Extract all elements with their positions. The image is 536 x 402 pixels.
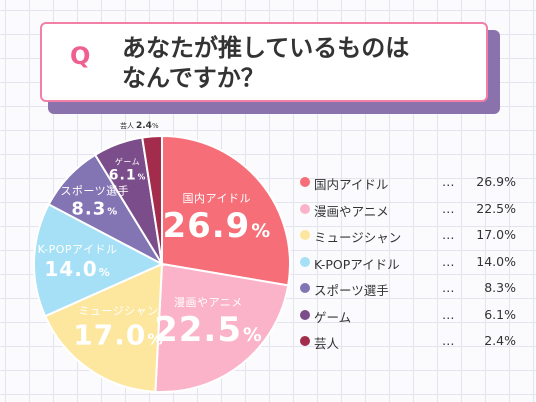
pie-slice-label: ミュージシャン 17.0% (73, 303, 164, 352)
legend-label: 国内アイドル (314, 177, 389, 192)
legend-separator: … (442, 200, 456, 216)
legend-swatch (300, 230, 310, 240)
legend: 国内アイドル … 26.9% 漫画やアニメ … 22.5% ミュージシャン … 17.0% K-P… (300, 174, 522, 360)
legend-swatch (300, 203, 310, 214)
pie-slice-label: 国内アイドル 26.9% (162, 190, 271, 246)
pie-slice (33, 202, 165, 318)
legend-row: スポーツ選手 … 8.3% (300, 280, 522, 307)
legend-swatch (300, 283, 310, 293)
legend-row: ミュージシャン … 17.0% (300, 227, 522, 254)
legend-label: 漫画やアニメ (314, 203, 389, 219)
legend-swatch (300, 256, 310, 267)
pie-slice-label-value: 17.0% (73, 318, 164, 352)
legend-value: 17.0% (476, 227, 516, 242)
legend-row: 芸人 … 2.4% (300, 333, 522, 360)
pie-slice-label: 漫画やアニメ 22.5% (154, 294, 263, 350)
pie-slice-label-value: 8.3% (71, 198, 119, 220)
pie-slice-label-name: K-POPアイドル (37, 243, 118, 257)
legend-label: スポーツ選手 (314, 283, 389, 298)
pie-slice-label: ゲーム 6.1% (109, 157, 147, 184)
legend-value: 2.4% (484, 333, 516, 348)
question-mark: Q (70, 42, 91, 70)
legend-swatch (300, 309, 310, 320)
pie-slice-label-value: 22.5% (154, 309, 263, 350)
legend-label: K-POPアイドル (314, 256, 400, 272)
pie-slice-label-name: 国内アイドル (182, 191, 251, 205)
pie-slice (154, 262, 290, 393)
legend-value: 6.1% (484, 306, 516, 322)
pie-slice (161, 134, 291, 287)
legend-row: 国内アイドル … 26.9% (300, 174, 522, 201)
outer-slice-label-unit: % (151, 122, 159, 130)
outer-slice-label-value: 2.4 (136, 121, 152, 131)
pie-slice-label-name: ミュージシャン (78, 304, 159, 318)
pie-slice-label-name: ゲーム (114, 157, 141, 167)
legend-separator: … (442, 253, 456, 269)
outer-slice-label-name: 芸人 (120, 122, 134, 130)
pie-slice-label: スポーツ選手 8.3% (60, 182, 129, 219)
legend-row: ゲーム … 6.1% (300, 307, 522, 334)
outer-slice-label: 芸人 2.4% (120, 121, 159, 131)
legend-value: 14.0% (476, 253, 516, 269)
legend-label: ゲーム (314, 309, 352, 325)
question-box: Q あなたが推しているものは なんですか？ (40, 22, 488, 102)
legend-separator: … (442, 227, 456, 242)
legend-row: 漫画やアニメ … 22.5% (300, 201, 522, 228)
legend-value: 22.5% (476, 200, 516, 216)
pie-slice (141, 134, 163, 265)
pie-chart-svg (33, 134, 291, 393)
legend-separator: … (442, 306, 456, 322)
pie-slice-label-value: 6.1% (108, 167, 147, 184)
legend-separator: … (442, 174, 456, 189)
legend-value: 8.3% (484, 280, 516, 295)
question-text: あなたが推しているものは なんですか？ (122, 33, 472, 93)
question-line-2: なんですか？ (122, 64, 265, 92)
pie-chart: 国内アイドル 26.9% 漫画やアニメ 22.5% ミュージシャン 17.0% K-POPア… (28, 130, 296, 398)
pie-slice (43, 262, 164, 393)
question-line-1: あなたが推しているものは (122, 34, 410, 62)
legend-value: 26.9% (476, 174, 516, 189)
legend-separator: … (442, 280, 456, 295)
legend-separator: … (442, 333, 456, 348)
legend-swatch (300, 177, 310, 187)
pie-slice-label-value: 14.0% (44, 257, 111, 282)
legend-row: K-POPアイドル … 14.0% (300, 254, 522, 281)
pie-slice-label: K-POPアイドル 14.0% (38, 241, 118, 281)
pie-slice-label-name: スポーツ選手 (60, 184, 130, 198)
pie-slice-label-value: 26.9% (162, 205, 272, 246)
legend-label: 芸人 (314, 336, 340, 351)
legend-label: ミュージシャン (314, 230, 402, 245)
pie-slice-label-name: 漫画やアニメ (174, 295, 243, 309)
legend-swatch (300, 336, 310, 346)
